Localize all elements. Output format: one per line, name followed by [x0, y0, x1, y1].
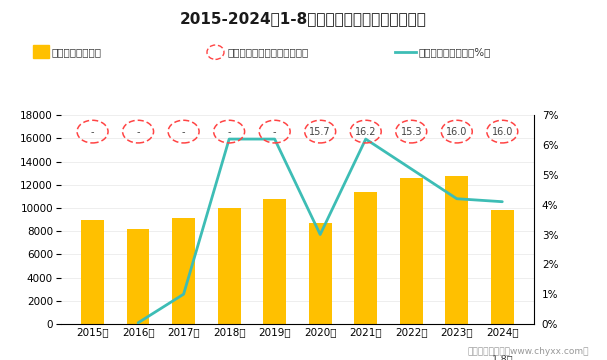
Text: 营业收入（亿元）: 营业收入（亿元） — [52, 47, 101, 57]
Text: 平均用工人数累计値（万人）: 平均用工人数累计値（万人） — [228, 47, 309, 57]
Bar — [127, 229, 149, 324]
Text: 15.3: 15.3 — [401, 127, 422, 136]
Bar — [400, 178, 422, 324]
Bar — [446, 176, 468, 324]
Text: 1-8月: 1-8月 — [492, 354, 513, 360]
Text: -: - — [91, 127, 94, 136]
Bar — [263, 199, 286, 324]
Text: 16.0: 16.0 — [446, 127, 467, 136]
Text: -: - — [273, 127, 276, 136]
Text: -: - — [182, 127, 185, 136]
Bar — [81, 220, 104, 324]
Text: 2015-2024年1-8月烟草制品业企业营收统计图: 2015-2024年1-8月烟草制品业企业营收统计图 — [180, 11, 427, 26]
Text: 16.0: 16.0 — [492, 127, 513, 136]
Text: -: - — [137, 127, 140, 136]
Bar — [354, 192, 377, 324]
Bar — [309, 223, 331, 324]
Text: 15.7: 15.7 — [310, 127, 331, 136]
Text: 营业收入累计增长（%）: 营业收入累计增长（%） — [419, 47, 491, 57]
Text: 16.2: 16.2 — [355, 127, 376, 136]
Bar — [218, 208, 240, 324]
Bar — [491, 210, 514, 324]
Text: 制图：智妆咋询（www.chyxx.com）: 制图：智妆咋询（www.chyxx.com） — [467, 347, 589, 356]
Text: -: - — [228, 127, 231, 136]
Bar — [172, 219, 195, 324]
